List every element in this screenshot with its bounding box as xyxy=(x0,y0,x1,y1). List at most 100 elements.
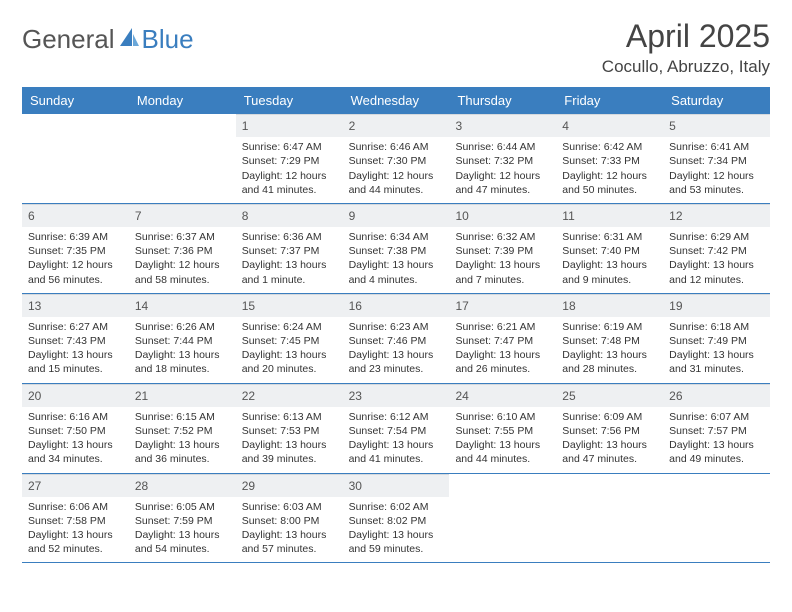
sunrise-text: Sunrise: 6:23 AM xyxy=(349,320,444,334)
day-body: Sunrise: 6:44 AMSunset: 7:32 PMDaylight:… xyxy=(449,140,556,203)
day-number: 17 xyxy=(449,294,556,317)
sunset-text: Sunset: 7:35 PM xyxy=(28,244,123,258)
day-number: 8 xyxy=(236,204,343,227)
day-number: 19 xyxy=(663,294,770,317)
day-body: Sunrise: 6:21 AMSunset: 7:47 PMDaylight:… xyxy=(449,320,556,383)
sunrise-text: Sunrise: 6:07 AM xyxy=(669,410,764,424)
day-body: Sunrise: 6:12 AMSunset: 7:54 PMDaylight:… xyxy=(343,410,450,473)
day-number: 9 xyxy=(343,204,450,227)
calendar-cell: 30Sunrise: 6:02 AMSunset: 8:02 PMDayligh… xyxy=(343,474,450,563)
daylight-text: Daylight: 13 hours and 18 minutes. xyxy=(135,348,230,376)
day-body: Sunrise: 6:16 AMSunset: 7:50 PMDaylight:… xyxy=(22,410,129,473)
day-body: Sunrise: 6:27 AMSunset: 7:43 PMDaylight:… xyxy=(22,320,129,383)
day-number: 28 xyxy=(129,474,236,497)
day-body: Sunrise: 6:03 AMSunset: 8:00 PMDaylight:… xyxy=(236,500,343,563)
sunset-text: Sunset: 7:50 PM xyxy=(28,424,123,438)
sunset-text: Sunset: 7:40 PM xyxy=(562,244,657,258)
calendar-cell: 17 Sunrise: 6:21 AMSunset: 7:47 PMDayligh… xyxy=(449,294,556,383)
daylight-text: Daylight: 12 hours and 53 minutes. xyxy=(669,169,764,197)
day-body: Sunrise: 6:32 AMSunset: 7:39 PMDaylight:… xyxy=(449,230,556,293)
sunset-text: Sunset: 7:34 PM xyxy=(669,154,764,168)
sunset-text: Sunset: 7:48 PM xyxy=(562,334,657,348)
sunset-text: Sunset: 7:49 PM xyxy=(669,334,764,348)
weekday-header: Thursday xyxy=(449,87,556,114)
day-body: Sunrise: 6:24 AMSunset: 7:45 PMDaylight:… xyxy=(236,320,343,383)
calendar-cell: 27Sunrise: 6:06 AMSunset: 7:58 PMDayligh… xyxy=(22,474,129,563)
sunset-text: Sunset: 7:54 PM xyxy=(349,424,444,438)
calendar-cell: 2Sunrise: 6:46 AMSunset: 7:30 PMDaylight… xyxy=(343,114,450,203)
daylight-text: Daylight: 13 hours and 31 minutes. xyxy=(669,348,764,376)
day-number: 21 xyxy=(129,384,236,407)
month-title: April 2025 xyxy=(602,18,770,55)
sunrise-text: Sunrise: 6:26 AM xyxy=(135,320,230,334)
day-number: 10 xyxy=(449,204,556,227)
day-number: 29 xyxy=(236,474,343,497)
weekday-header: Sunday xyxy=(22,87,129,114)
day-body: Sunrise: 6:46 AMSunset: 7:30 PMDaylight:… xyxy=(343,140,450,203)
calendar-week: 6Sunrise: 6:39 AMSunset: 7:35 PMDaylight… xyxy=(22,204,770,294)
day-body: Sunrise: 6:26 AMSunset: 7:44 PMDaylight:… xyxy=(129,320,236,383)
sunrise-text: Sunrise: 6:32 AM xyxy=(455,230,550,244)
weekday-header-row: Sunday Monday Tuesday Wednesday Thursday… xyxy=(22,87,770,114)
sunrise-text: Sunrise: 6:16 AM xyxy=(28,410,123,424)
calendar-cell: 16Sunrise: 6:23 AMSunset: 7:46 PMDayligh… xyxy=(343,294,450,383)
calendar-cell: 19Sunrise: 6:18 AMSunset: 7:49 PMDayligh… xyxy=(663,294,770,383)
daylight-text: Daylight: 13 hours and 44 minutes. xyxy=(455,438,550,466)
calendar-cell xyxy=(449,474,556,563)
sunrise-text: Sunrise: 6:46 AM xyxy=(349,140,444,154)
calendar-cell: 28 Sunrise: 6:05 AMSunset: 7:59 PMDayligh… xyxy=(129,474,236,563)
weekday-header: Wednesday xyxy=(343,87,450,114)
day-number: 23 xyxy=(343,384,450,407)
calendar-cell: 4Sunrise: 6:42 AMSunset: 7:33 PMDaylight… xyxy=(556,114,663,203)
day-body: Sunrise: 6:31 AMSunset: 7:40 PMDaylight:… xyxy=(556,230,663,293)
sunrise-text: Sunrise: 6:27 AM xyxy=(28,320,123,334)
sunrise-text: Sunrise: 6:42 AM xyxy=(562,140,657,154)
daylight-text: Daylight: 12 hours and 58 minutes. xyxy=(135,258,230,286)
sunset-text: Sunset: 7:39 PM xyxy=(455,244,550,258)
sunrise-text: Sunrise: 6:05 AM xyxy=(135,500,230,514)
daylight-text: Daylight: 12 hours and 41 minutes. xyxy=(242,169,337,197)
brand-logo: General Blue xyxy=(22,24,194,55)
sunrise-text: Sunrise: 6:47 AM xyxy=(242,140,337,154)
day-body: Sunrise: 6:13 AMSunset: 7:53 PMDaylight:… xyxy=(236,410,343,473)
day-body: Sunrise: 6:05 AMSunset: 7:59 PMDaylight:… xyxy=(129,500,236,563)
sunrise-text: Sunrise: 6:12 AM xyxy=(349,410,444,424)
daylight-text: Daylight: 13 hours and 52 minutes. xyxy=(28,528,123,556)
daylight-text: Daylight: 13 hours and 34 minutes. xyxy=(28,438,123,466)
sunrise-text: Sunrise: 6:15 AM xyxy=(135,410,230,424)
sunset-text: Sunset: 7:38 PM xyxy=(349,244,444,258)
daylight-text: Daylight: 13 hours and 4 minutes. xyxy=(349,258,444,286)
daylight-text: Daylight: 12 hours and 47 minutes. xyxy=(455,169,550,197)
calendar-cell: 24Sunrise: 6:10 AMSunset: 7:55 PMDayligh… xyxy=(449,384,556,473)
weekday-header: Friday xyxy=(556,87,663,114)
sunset-text: Sunset: 8:00 PM xyxy=(242,514,337,528)
calendar-cell: 14Sunrise: 6:26 AMSunset: 7:44 PMDayligh… xyxy=(129,294,236,383)
daylight-text: Daylight: 13 hours and 28 minutes. xyxy=(562,348,657,376)
calendar-cell: 25Sunrise: 6:09 AMSunset: 7:56 PMDayligh… xyxy=(556,384,663,473)
day-body: Sunrise: 6:02 AMSunset: 8:02 PMDaylight:… xyxy=(343,500,450,563)
daylight-text: Daylight: 12 hours and 56 minutes. xyxy=(28,258,123,286)
sunset-text: Sunset: 7:58 PM xyxy=(28,514,123,528)
calendar-cell: 26Sunrise: 6:07 AMSunset: 7:57 PMDayligh… xyxy=(663,384,770,473)
weekday-header: Monday xyxy=(129,87,236,114)
day-number: 15 xyxy=(236,294,343,317)
daylight-text: Daylight: 13 hours and 41 minutes. xyxy=(349,438,444,466)
day-body: Sunrise: 6:19 AMSunset: 7:48 PMDaylight:… xyxy=(556,320,663,383)
brand-part1: General xyxy=(22,24,115,55)
calendar-cell: 22Sunrise: 6:13 AMSunset: 7:53 PMDayligh… xyxy=(236,384,343,473)
sunrise-text: Sunrise: 6:36 AM xyxy=(242,230,337,244)
day-body: Sunrise: 6:42 AMSunset: 7:33 PMDaylight:… xyxy=(556,140,663,203)
header: General Blue April 2025 Cocullo, Abruzzo… xyxy=(22,18,770,77)
daylight-text: Daylight: 13 hours and 54 minutes. xyxy=(135,528,230,556)
sunrise-text: Sunrise: 6:41 AM xyxy=(669,140,764,154)
daylight-text: Daylight: 13 hours and 59 minutes. xyxy=(349,528,444,556)
day-number: 1 xyxy=(236,114,343,137)
calendar-cell: 6Sunrise: 6:39 AMSunset: 7:35 PMDaylight… xyxy=(22,204,129,293)
calendar-cell: 11Sunrise: 6:31 AMSunset: 7:40 PMDayligh… xyxy=(556,204,663,293)
sunset-text: Sunset: 7:57 PM xyxy=(669,424,764,438)
sunset-text: Sunset: 7:52 PM xyxy=(135,424,230,438)
sunset-text: Sunset: 7:46 PM xyxy=(349,334,444,348)
day-body: Sunrise: 6:36 AMSunset: 7:37 PMDaylight:… xyxy=(236,230,343,293)
daylight-text: Daylight: 13 hours and 1 minute. xyxy=(242,258,337,286)
weeks-container: 1Sunrise: 6:47 AMSunset: 7:29 PMDaylight… xyxy=(22,114,770,563)
